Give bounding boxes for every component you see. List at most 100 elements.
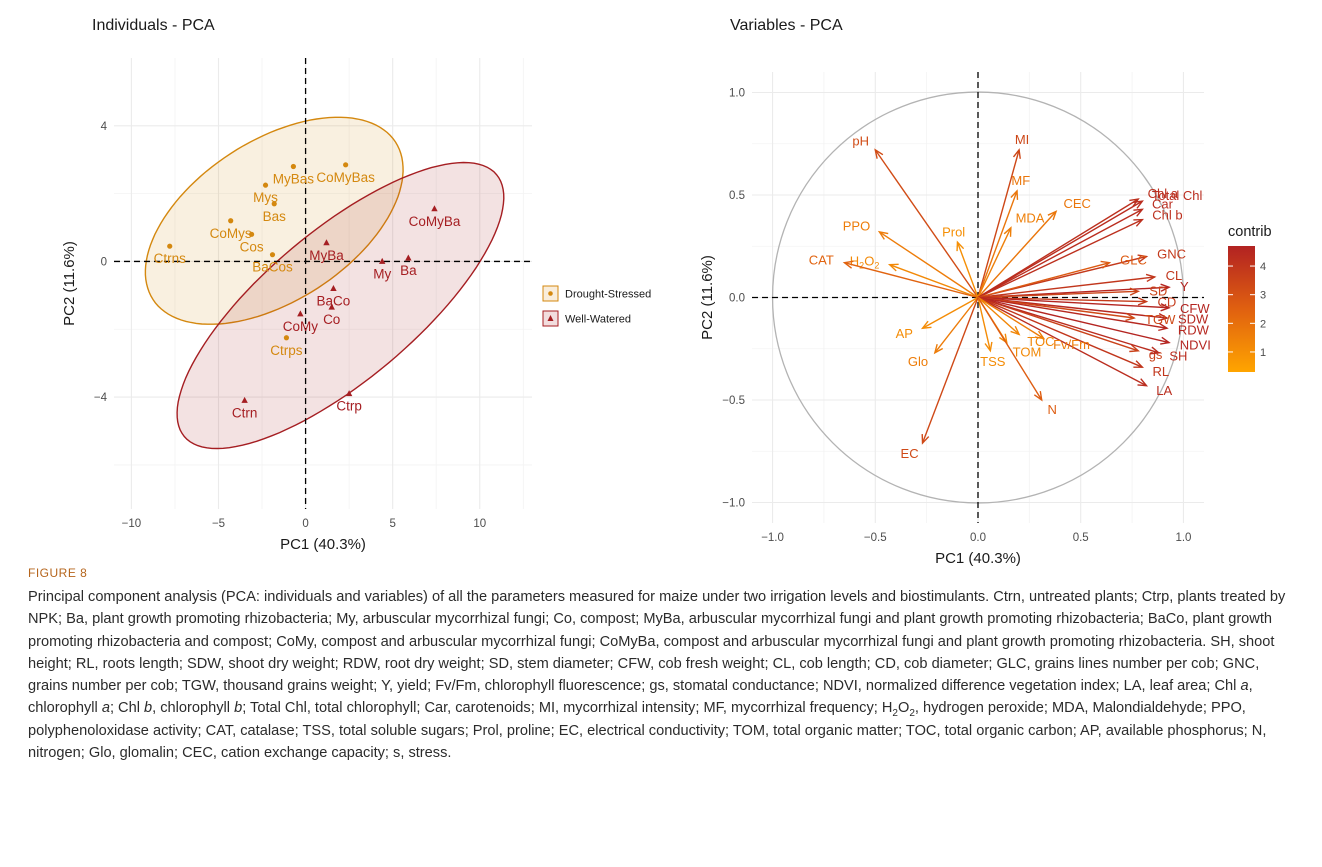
point-bacos — [269, 252, 276, 258]
variable-label-fv-fm: Fv/Fm — [1053, 337, 1090, 352]
arrowhead-ndvi — [1160, 336, 1171, 345]
arrow-ppo — [878, 231, 979, 299]
y-axis-label: PC2 (11.6%) — [61, 241, 78, 326]
point-label-comy: CoMy — [283, 319, 319, 334]
variable-label-cec: CEC — [1063, 196, 1090, 211]
variable-label-tgw: TGW — [1145, 312, 1176, 327]
point-mybas — [290, 163, 296, 170]
variable-label-mf: MF — [1011, 173, 1030, 188]
arrow-n — [977, 297, 1043, 401]
legend-label-drought-stressed: Drought-Stressed — [565, 289, 651, 301]
arrowhead-mf — [1010, 189, 1019, 200]
arrowhead-ppo — [877, 230, 889, 240]
arrowhead-car — [1133, 208, 1144, 217]
figure-caption-block: FIGURE 8 Principal component analysis (P… — [28, 566, 1296, 764]
x-tick-label: 1.0 — [1175, 532, 1191, 544]
variable-label-chl-b: Chl b — [1152, 207, 1182, 222]
x-axis-label: PC1 (40.3%) — [280, 536, 366, 553]
point-label-cos: Cos — [240, 239, 264, 254]
arrowhead-y — [1160, 283, 1171, 292]
point-comys — [228, 218, 234, 224]
arrowhead-fv-fm — [1034, 330, 1046, 340]
point-bas — [271, 201, 277, 207]
chart-title: Variables - PCA — [730, 17, 843, 34]
variable-label-y: Y — [1180, 279, 1189, 294]
point-label-ctrn: Ctrn — [232, 405, 258, 420]
arrowhead-total-chl — [1133, 200, 1144, 209]
point-label-bas: Bas — [263, 209, 287, 224]
arrow-tgw — [977, 296, 1135, 319]
variable-label-chl-a: Chl a — [1148, 186, 1179, 201]
arrowhead-gnc — [1137, 254, 1149, 263]
arrow-tss — [977, 297, 992, 351]
point-label-comys: CoMys — [210, 226, 252, 241]
arrow-cfw — [977, 296, 1170, 309]
arrowhead-ap — [920, 320, 932, 330]
figure-label: FIGURE 8 — [28, 566, 88, 580]
arrowhead-mi — [1012, 148, 1021, 159]
arrowhead-cec — [1047, 210, 1058, 221]
point-co — [328, 303, 335, 310]
variable-label-rdw: RDW — [1178, 323, 1210, 338]
point-ctrn — [241, 396, 248, 403]
arrow-ap — [922, 296, 979, 329]
arrowhead-tgw — [1125, 312, 1136, 322]
point-label-ctrps: Ctrps — [270, 343, 303, 358]
point-ctrns — [167, 243, 173, 249]
arrow-glo — [934, 297, 979, 354]
confidence-ellipse-drought-stressed — [144, 116, 404, 325]
x-axis-label: PC1 (40.3%) — [935, 550, 1021, 567]
variable-label-mi: MI — [1015, 132, 1029, 147]
arrow-car — [977, 208, 1143, 299]
variable-label-ppo: PPO — [843, 218, 870, 233]
arrow-sh — [977, 296, 1160, 354]
point-label-baco: BaCo — [317, 294, 351, 309]
variable-label-ndvi: NDVI — [1180, 338, 1211, 353]
variable-label-toc: TOC — [1027, 334, 1054, 349]
arrow-la — [977, 296, 1147, 387]
variable-label-gnc: GNC — [1157, 246, 1186, 261]
arrowhead-rdw — [1158, 322, 1169, 332]
point-baco — [330, 284, 337, 291]
arrow-prol — [956, 241, 979, 298]
variable-label-cfw: CFW — [1180, 301, 1210, 316]
variable-label-n: N — [1047, 402, 1056, 417]
point-mys — [262, 182, 269, 188]
x-tick-label: 10 — [473, 518, 486, 530]
variable-label-tss: TSS — [980, 354, 1006, 369]
arrowhead-chl-a — [1129, 198, 1140, 207]
arrow-total-chl — [977, 200, 1143, 299]
point-label-ctrp: Ctrp — [336, 399, 362, 414]
y-tick-label: 4 — [101, 121, 108, 133]
legend-tick-label: 3 — [1260, 290, 1266, 302]
arrowhead-cat — [842, 260, 854, 269]
variable-label-cd: CD — [1157, 294, 1176, 309]
arrowhead-h2o2 — [887, 263, 899, 272]
arrow-cat — [844, 261, 979, 299]
y-tick-label: −4 — [94, 392, 108, 404]
arrowhead-n — [1033, 391, 1043, 402]
y-tick-label: 0.5 — [729, 190, 745, 202]
y-tick-label: −0.5 — [722, 395, 745, 407]
y-tick-label: −1.0 — [722, 498, 745, 510]
y-axis-label: PC2 (11.6%) — [699, 255, 716, 340]
point-comy — [297, 310, 304, 317]
arrow-mi — [977, 149, 1020, 298]
legend-label-well-watered: Well-Watered — [565, 314, 631, 326]
y-tick-label: 0 — [101, 256, 107, 268]
arrow-sd — [977, 290, 1139, 299]
variable-label-h2o2: H2O2 — [850, 253, 880, 270]
chart-title: Individuals - PCA — [92, 17, 215, 34]
arrow-toc — [977, 296, 1020, 335]
confidence-ellipse-well-watered — [176, 161, 505, 450]
arrowhead-toc — [1010, 325, 1021, 336]
arrow-mf — [977, 190, 1018, 298]
individuals-pca-chart: −10 −5 0 5 10 −4 0 4 Individuals - PCA PC1 (40.3%… — [61, 17, 651, 553]
point-label-co: Co — [323, 312, 340, 327]
arrowhead-cd — [1137, 297, 1149, 306]
point-comybas — [343, 162, 349, 168]
arrow-ndvi — [977, 296, 1170, 344]
variable-label-total-chl: Total Chl — [1152, 188, 1203, 203]
legend-tick-label: 1 — [1260, 347, 1266, 359]
